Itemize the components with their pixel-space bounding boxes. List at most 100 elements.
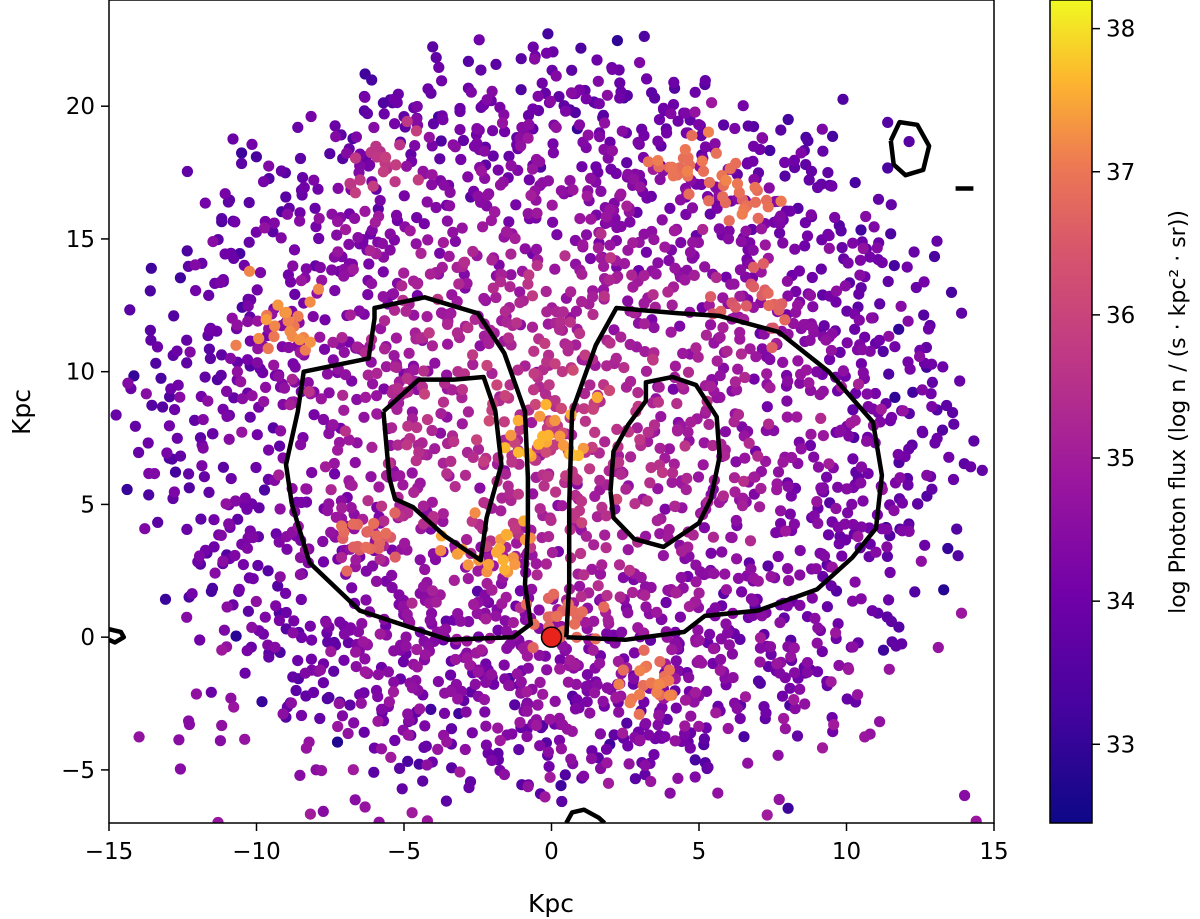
scatter-point <box>642 156 655 168</box>
scatter-point <box>788 694 800 706</box>
scatter-point <box>427 41 439 53</box>
scatter-point <box>473 34 485 46</box>
scatter-point <box>698 522 711 534</box>
scatter-point <box>144 324 156 336</box>
scatter-point <box>683 671 695 684</box>
scatter-point <box>243 236 255 248</box>
scatter-point <box>515 140 527 152</box>
scatter-point <box>500 591 512 603</box>
scatter-point <box>588 539 600 551</box>
scatter-point <box>239 733 251 745</box>
scatter-point <box>739 691 752 703</box>
scatter-point <box>237 559 249 571</box>
scatter-point <box>360 391 372 403</box>
scatter-point <box>506 456 518 468</box>
scatter-point <box>267 226 279 238</box>
scatter-point <box>897 405 909 417</box>
scatter-point <box>721 345 733 357</box>
scatter-point <box>852 378 865 390</box>
scatter-point <box>174 450 187 462</box>
scatter-point <box>554 663 566 675</box>
scatter-point <box>344 177 356 190</box>
scatter-point <box>390 159 402 171</box>
scatter-point <box>389 734 401 747</box>
scatter-point <box>556 366 569 378</box>
scatter-point <box>478 694 490 706</box>
scatter-point <box>325 646 337 658</box>
scatter-point <box>580 530 593 542</box>
scatter-point <box>444 186 456 198</box>
scatter-point <box>682 366 695 378</box>
scatter-point <box>223 433 235 445</box>
scatter-point <box>956 307 968 319</box>
scatter-point <box>388 350 400 362</box>
scatter-point <box>565 87 578 99</box>
scatter-point <box>965 461 977 473</box>
scatter-point <box>882 116 894 128</box>
scatter-point <box>576 606 588 618</box>
scatter-point <box>761 809 773 821</box>
scatter-point <box>634 434 646 446</box>
scatter-point <box>514 297 526 309</box>
scatter-point <box>173 734 185 746</box>
scatter-point <box>970 815 982 823</box>
scatter-point <box>889 391 901 403</box>
scatter-point <box>362 525 374 538</box>
scatter-point <box>207 236 219 248</box>
scatter-point <box>402 420 414 432</box>
x-tick-label: −15 <box>85 839 134 865</box>
scatter-point <box>549 263 561 275</box>
scatter-point <box>555 743 568 755</box>
scatter-point <box>730 514 742 527</box>
scatter-point <box>653 381 665 393</box>
scatter-point <box>784 682 796 694</box>
scatter-point <box>566 725 578 738</box>
scatter-point <box>290 684 302 697</box>
scatter-point <box>632 136 644 149</box>
scatter-point <box>512 488 525 500</box>
scatter-point <box>350 661 362 673</box>
scatter-point <box>283 341 295 354</box>
scatter-point <box>300 742 312 754</box>
scatter-point <box>364 245 376 257</box>
scatter-point <box>817 430 830 442</box>
scatter-point <box>351 393 363 406</box>
scatter-point <box>624 564 636 577</box>
scatter-point <box>584 253 597 265</box>
scatter-point <box>287 260 299 272</box>
scatter-point <box>715 653 727 666</box>
scatter-point <box>749 181 761 194</box>
scatter-point <box>378 108 390 120</box>
scatter-point <box>184 346 196 358</box>
scatter-point <box>224 352 237 364</box>
scatter-point <box>717 322 729 334</box>
scatter-point <box>181 334 193 346</box>
scatter-point <box>285 697 297 709</box>
scatter-point <box>638 297 650 310</box>
scatter-point <box>317 413 330 426</box>
scatter-point <box>183 468 195 480</box>
scatter-point <box>555 402 568 415</box>
scatter-point <box>204 352 216 365</box>
scatter-point <box>736 586 748 598</box>
scatter-point <box>414 554 426 566</box>
scatter-point <box>499 442 511 454</box>
scatter-point <box>781 275 794 287</box>
scatter-point <box>512 446 525 458</box>
colorbar-tick-label: 34 <box>1106 589 1135 615</box>
scatter-point <box>444 200 456 212</box>
scatter-point <box>652 155 664 167</box>
scatter-point <box>435 135 447 147</box>
scatter-point <box>208 514 220 526</box>
scatter-point <box>754 501 766 513</box>
scatter-point <box>799 698 811 710</box>
scatter-point <box>509 232 521 245</box>
scatter-point <box>557 439 570 451</box>
scatter-point <box>122 377 134 389</box>
scatter-point <box>268 359 280 371</box>
scatter-point <box>594 131 606 143</box>
scatter-point <box>855 358 868 370</box>
scatter-point <box>730 456 742 468</box>
scatter-point <box>686 130 698 142</box>
